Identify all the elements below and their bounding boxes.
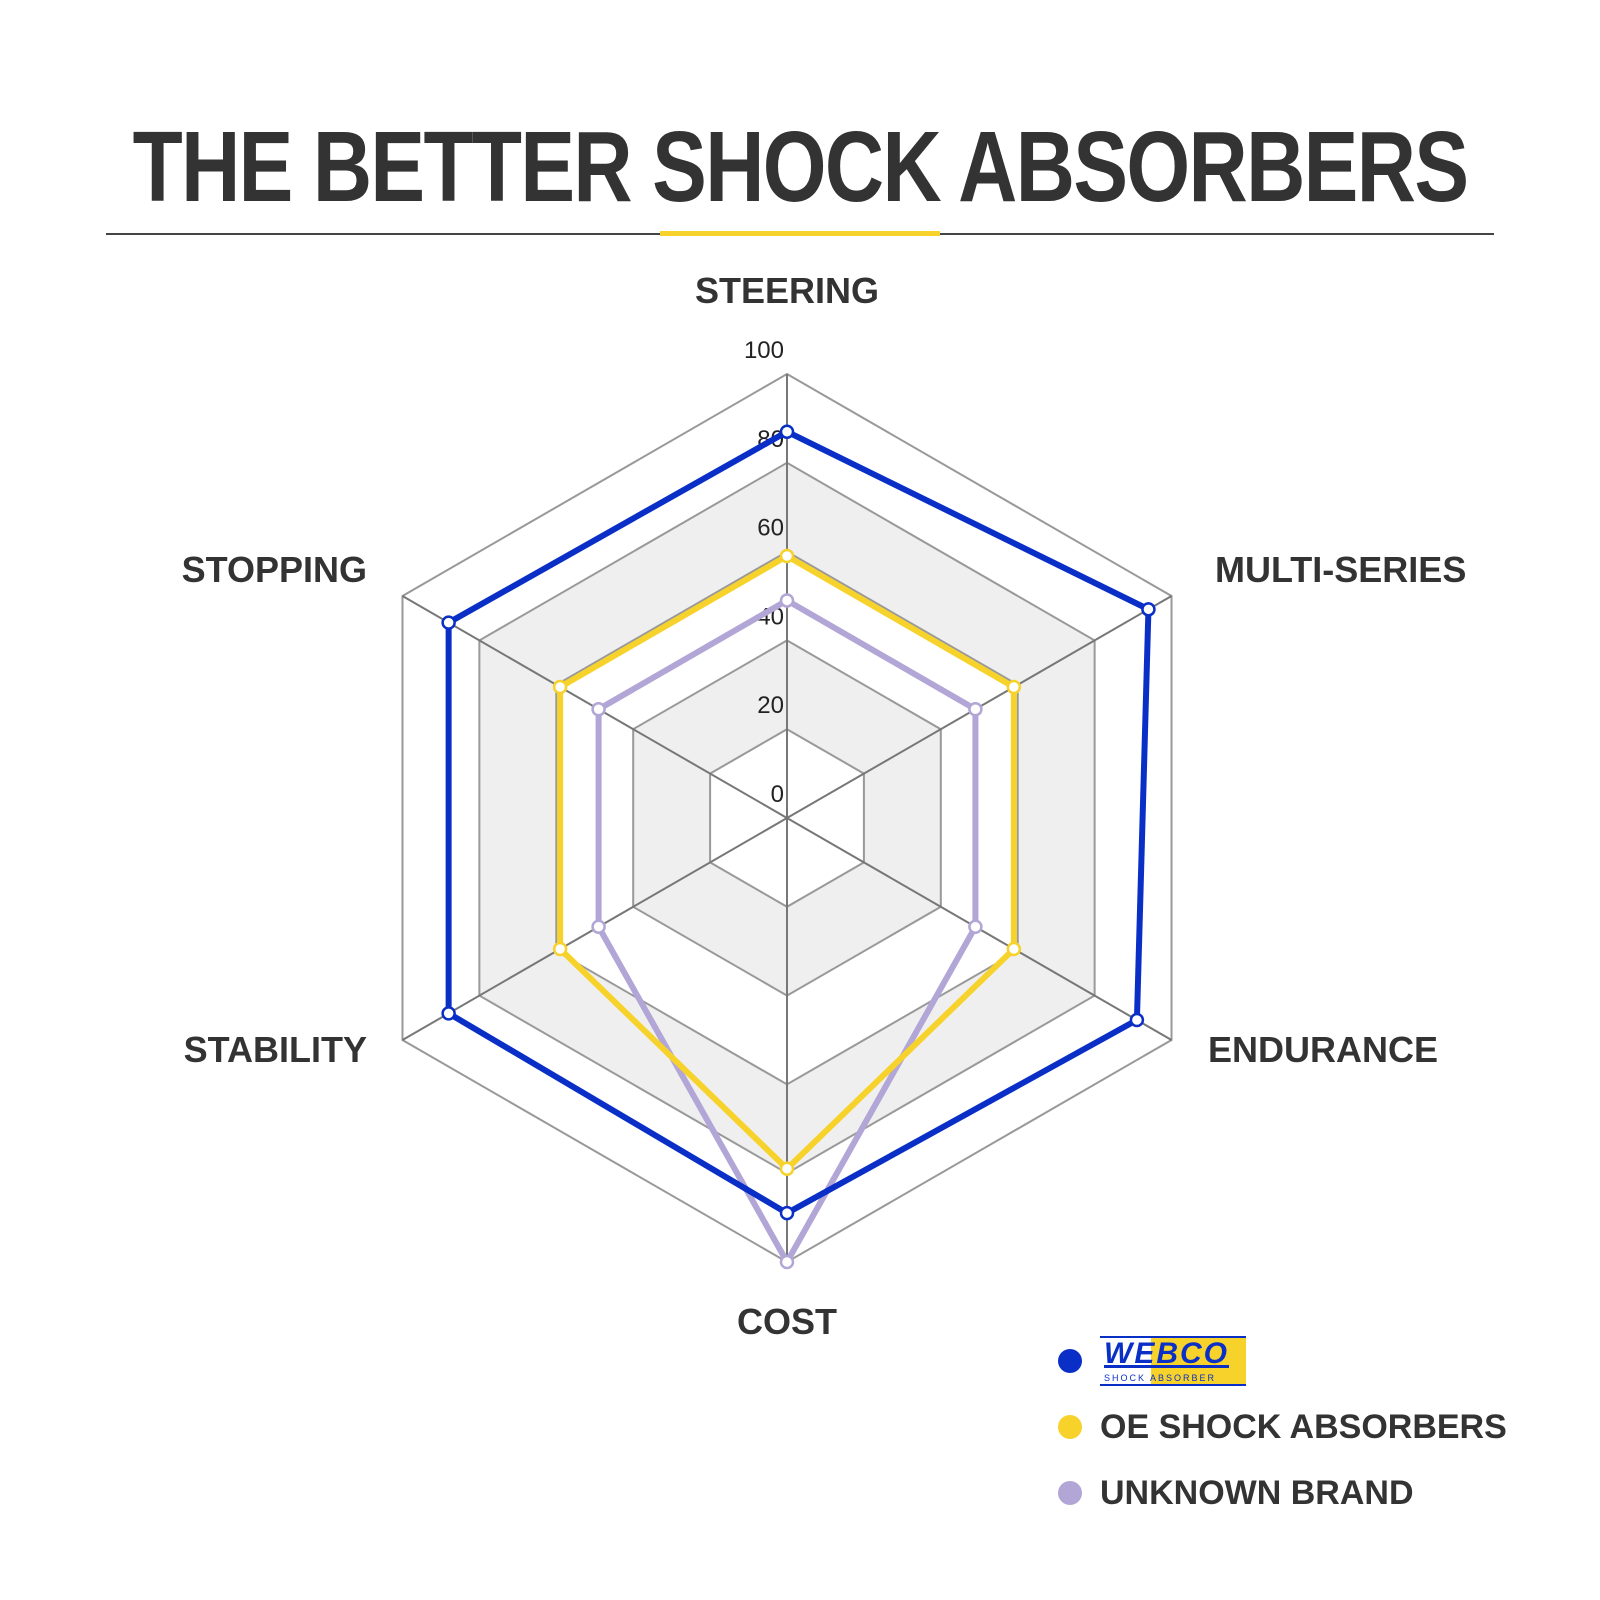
data-point	[779, 1205, 795, 1221]
axis-label-steering: STEERING	[695, 270, 879, 311]
data-point	[779, 1254, 795, 1270]
data-point	[779, 424, 795, 439]
data-point	[968, 701, 983, 717]
data-point	[1141, 602, 1156, 617]
tick-label: 20	[757, 692, 784, 719]
legend-label-unknown: UNKNOWN BRAND	[1100, 1473, 1414, 1512]
data-point	[779, 593, 795, 608]
data-point	[591, 701, 606, 717]
data-point	[1129, 1012, 1145, 1028]
data-point	[441, 1006, 456, 1021]
title-accent-bar	[660, 231, 940, 236]
legend-label-oe: OE SHOCK ABSORBERS	[1100, 1407, 1507, 1446]
logo-sub-text: SHOCK ABSORBER	[1104, 1373, 1217, 1383]
legend-item-unknown: UNKNOWN BRAND	[1058, 1460, 1507, 1526]
webco-logo: WEBCO SHOCK ABSORBER	[1100, 1336, 1246, 1386]
tick-label: 0	[771, 781, 784, 808]
legend-item-webco: WEBCO SHOCK ABSORBER	[1058, 1328, 1507, 1394]
axis-label-cost: COST	[737, 1301, 837, 1342]
data-point	[441, 615, 456, 630]
data-point	[552, 679, 568, 695]
page-title: THE BETTER SHOCK ABSORBERS	[132, 111, 1469, 223]
data-point	[591, 919, 606, 935]
axis-label-endurance: ENDURANCE	[1208, 1029, 1438, 1070]
data-point	[779, 548, 795, 564]
legend: WEBCO SHOCK ABSORBER OE SHOCK ABSORBERS U…	[1058, 1328, 1507, 1526]
data-point	[968, 919, 983, 935]
axis-label-stopping: STOPPING	[182, 549, 367, 590]
data-point	[779, 1161, 795, 1177]
legend-item-oe: OE SHOCK ABSORBERS	[1058, 1394, 1507, 1460]
data-point	[1006, 941, 1022, 957]
tick-label: 100	[744, 337, 784, 364]
legend-dot-oe	[1058, 1415, 1082, 1439]
legend-dot-webco	[1058, 1349, 1082, 1373]
tick-label: 60	[757, 515, 784, 542]
data-point	[552, 941, 568, 957]
legend-dot-unknown	[1058, 1481, 1082, 1505]
axis-label-multi-series: MULTI-SERIES	[1215, 549, 1466, 590]
axis-label-stability: STABILITY	[184, 1029, 367, 1070]
logo-main-text: WEBCO	[1104, 1337, 1229, 1370]
data-point	[1006, 679, 1022, 695]
